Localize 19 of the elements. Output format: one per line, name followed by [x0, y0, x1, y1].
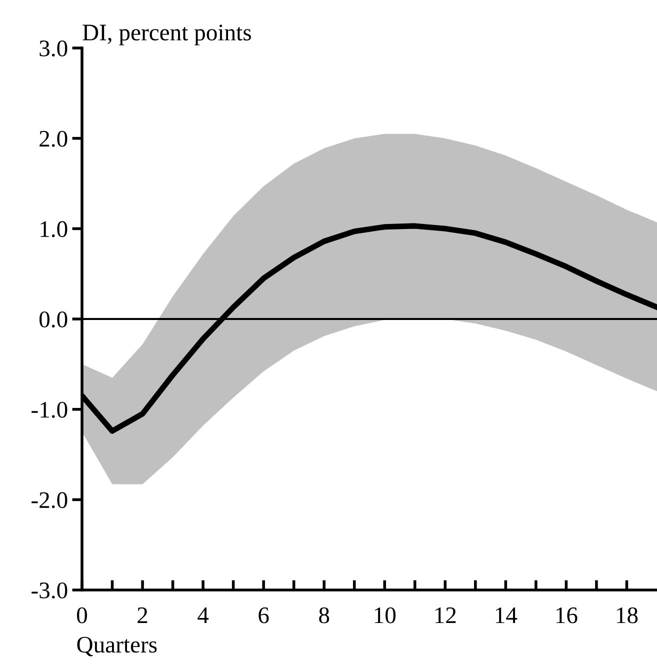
x-tick-label: 16: [556, 607, 578, 624]
x-tick-label: 18: [617, 607, 638, 624]
x-tick-label: 8: [319, 607, 330, 624]
x-tick-label: 0: [76, 607, 88, 624]
y-tick-label: 0.0: [39, 311, 68, 328]
x-tick-label: 14: [496, 607, 518, 624]
x-tick-label: 10: [374, 607, 396, 624]
x-tick-label: 12: [435, 607, 456, 624]
x-tick-label: 4: [198, 608, 209, 624]
y-tick-label: -2.0: [32, 492, 68, 508]
x-axis-title: Quarters: [77, 636, 157, 656]
x-tick-label: 6: [258, 607, 269, 624]
y-tick-label: 2.0: [40, 130, 68, 147]
x-tick-label: 2: [138, 607, 148, 624]
y-tick-label: 3.0: [40, 40, 68, 57]
y-tick-label: -3.0: [32, 582, 68, 599]
y-axis-title: DI, percent points: [82, 24, 251, 46]
y-tick-label: 1.0: [40, 221, 68, 238]
y-tick-label: -1.0: [32, 402, 68, 418]
